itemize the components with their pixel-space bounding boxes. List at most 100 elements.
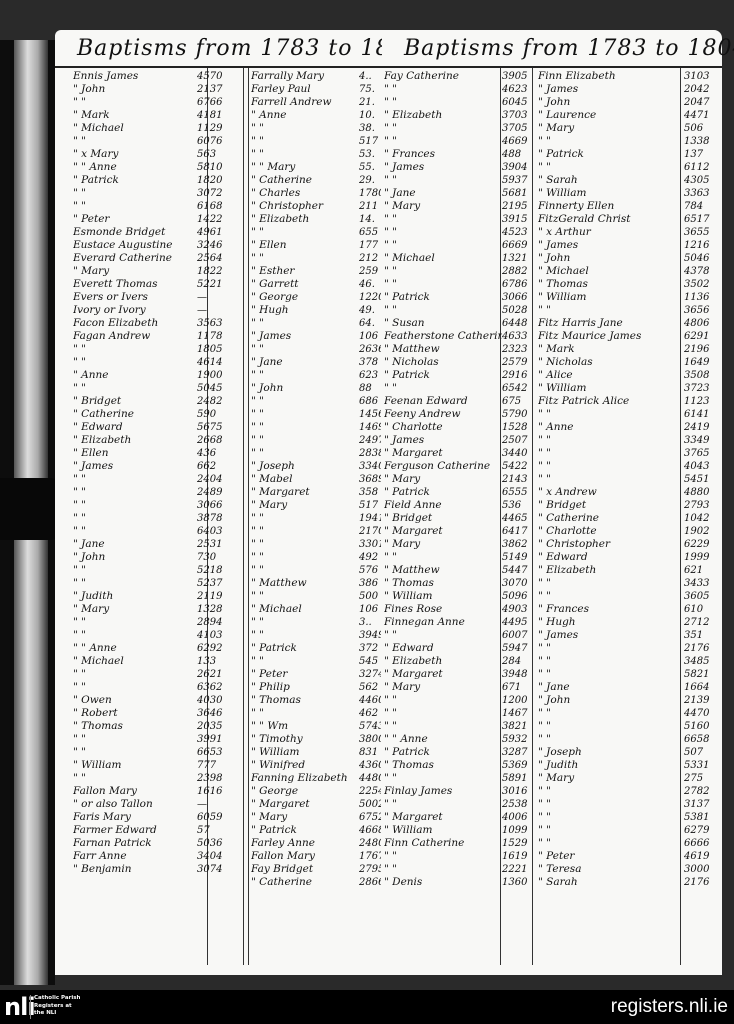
- register-entry: " Owen 4030: [73, 694, 229, 707]
- register-entry: " " 2398: [73, 772, 229, 785]
- entry-name: " Matthew: [251, 577, 307, 589]
- entry-number: 1820: [197, 175, 223, 186]
- entry-name: Farrell Andrew: [251, 96, 332, 108]
- entry-name: " Elizabeth: [384, 655, 443, 667]
- entry-number: 211: [359, 201, 379, 212]
- entry-number: 5036: [197, 838, 223, 849]
- register-entry: Evers or Ivers —: [73, 291, 229, 304]
- register-entry: Farr Anne 3404: [73, 850, 229, 863]
- entry-name: " Catherine: [251, 174, 313, 186]
- entry-name: " Nicholas: [384, 356, 439, 368]
- entry-name: " ": [73, 746, 86, 758]
- entry-number: 3349: [684, 435, 710, 446]
- entry-name: " Bridget: [73, 395, 122, 407]
- site-link[interactable]: registers.nli.ie: [610, 996, 728, 1017]
- entry-name: " x Mary: [73, 148, 119, 160]
- entry-name: " ": [384, 174, 397, 186]
- entry-name: " ": [384, 720, 397, 732]
- entry-number: 2668: [197, 435, 223, 446]
- header-rule: [55, 66, 382, 68]
- entry-name: Farley Paul: [251, 83, 311, 95]
- register-entry: " " 2221: [384, 863, 534, 876]
- register-entry: " James 106: [251, 330, 381, 343]
- register-entry: " John 2139: [538, 694, 718, 707]
- register-entry: " Mary 517: [251, 499, 381, 512]
- entry-number: 3800: [359, 734, 381, 745]
- entry-number: 53.: [359, 149, 375, 160]
- entry-number: 6229: [684, 539, 710, 550]
- entry-name: " ": [73, 733, 86, 745]
- register-entry: " " 492: [251, 551, 381, 564]
- register-entry: " " 4623: [384, 83, 534, 96]
- entry-name: " ": [384, 278, 397, 290]
- entry-number: 4633: [502, 331, 528, 342]
- entry-name: " William: [538, 291, 587, 303]
- entry-number: 517: [359, 500, 379, 511]
- register-entry: " Mary 2195: [384, 200, 534, 213]
- register-entry: " " 5891: [384, 772, 534, 785]
- entry-number: 576: [359, 565, 379, 576]
- entry-name: " Hugh: [251, 304, 289, 316]
- register-entry: " " 1467: [384, 707, 534, 720]
- left-page: Baptisms from 1783 to 180 Ennis James 457…: [55, 30, 405, 975]
- register-entry: " " 5045: [73, 382, 229, 395]
- register-entry: " " 6403: [73, 525, 229, 538]
- register-entry: " Joseph 507: [538, 746, 718, 759]
- entry-name: " ": [251, 369, 264, 381]
- entry-name: " Patrick: [384, 746, 430, 758]
- entry-name: Fitz Patrick Alice: [538, 395, 630, 407]
- entry-name: " ": [538, 590, 551, 602]
- entry-name: Feeny Andrew: [384, 408, 461, 420]
- entry-name: Fagan Andrew: [73, 330, 151, 342]
- register-entry: " Elizabeth 3703: [384, 109, 534, 122]
- entry-number: 6291: [684, 331, 710, 342]
- register-entry: " John 88: [251, 382, 381, 395]
- entry-name: " ": [538, 642, 551, 654]
- register-entry: Fay Catherine 3905: [384, 70, 534, 83]
- entry-number: 3070: [502, 578, 528, 589]
- entry-name: " Anne: [538, 421, 574, 433]
- entry-number: 4619: [684, 851, 710, 862]
- register-entry: " John 5046: [538, 252, 718, 265]
- register-entry: Faris Mary 6059: [73, 811, 229, 824]
- entry-number: 6059: [197, 812, 223, 823]
- register-entry: " James 2042: [538, 83, 718, 96]
- entry-name: " Catherine: [538, 512, 600, 524]
- entry-name: " Susan: [384, 317, 425, 329]
- entry-number: 662: [197, 461, 217, 472]
- register-entry: Finnerty Ellen 784: [538, 200, 718, 213]
- entry-name: " Matthew: [384, 343, 440, 355]
- entry-number: 4470: [684, 708, 710, 719]
- entry-name: " Mary: [251, 499, 288, 511]
- entry-name: " John: [538, 252, 571, 264]
- register-entry: " Charlotte 1902: [538, 525, 718, 538]
- entry-number: 5381: [684, 812, 710, 823]
- entry-number: 5369: [502, 760, 528, 771]
- entry-name: Fallon Mary: [73, 785, 137, 797]
- entry-number: 4623: [502, 84, 528, 95]
- entry-number: 623: [359, 370, 379, 381]
- entry-name: " Margaret: [384, 668, 443, 680]
- register-entry: " " 2489: [73, 486, 229, 499]
- entry-number: 2489: [197, 487, 223, 498]
- register-entry: " James 2507: [384, 434, 534, 447]
- register-entry: " Matthew 386: [251, 577, 381, 590]
- register-entry: Fallon Mary 1616: [73, 785, 229, 798]
- register-entry: " " 6653: [73, 746, 229, 759]
- entry-name: " Mabel: [251, 473, 293, 485]
- entry-name: " Anne: [251, 109, 287, 121]
- entry-name: " Mark: [538, 343, 575, 355]
- entry-number: 137: [684, 149, 704, 160]
- register-entry: " Teresa 3000: [538, 863, 718, 876]
- entry-name: " ": [384, 850, 397, 862]
- entry-name: " ": [538, 655, 551, 667]
- entry-name: " Mary: [538, 772, 575, 784]
- entry-number: 4378: [684, 266, 710, 277]
- register-entry: " " 5149: [384, 551, 534, 564]
- entry-number: 4880: [684, 487, 710, 498]
- entry-name: " Thomas: [73, 720, 123, 732]
- entry-number: 5790: [502, 409, 528, 420]
- column-divider: [680, 68, 681, 965]
- entry-number: 2782: [684, 786, 710, 797]
- entry-name: " ": [251, 317, 264, 329]
